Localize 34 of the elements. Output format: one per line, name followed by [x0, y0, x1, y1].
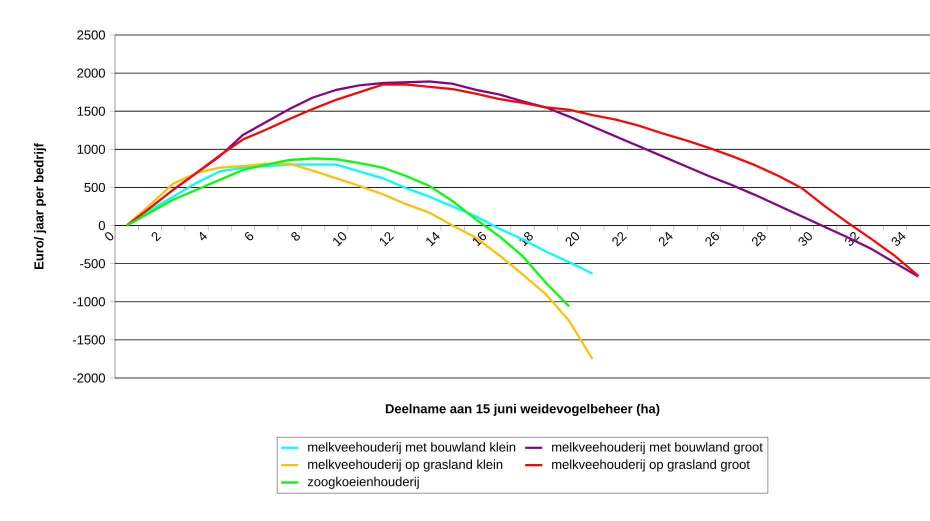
- x-tick-label: 20: [566, 232, 580, 247]
- x-tick-label: 2: [152, 232, 162, 242]
- x-tick-label: 22: [612, 232, 627, 247]
- y-tick-label: -1500: [72, 335, 105, 344]
- y-tick-label: 2500: [77, 30, 105, 40]
- x-tick-label: 4: [200, 232, 207, 240]
- y-tick-label: 1000: [78, 144, 105, 154]
- y-tick-label: -500: [80, 259, 105, 268]
- x-tick-label: 28: [752, 232, 766, 247]
- x-tick-label: 10: [333, 232, 346, 246]
- x-tick-label: 16: [472, 232, 486, 246]
- y-tick-label: 0: [98, 220, 105, 230]
- legend-label: melkveehouderij op grasland groot: [552, 459, 750, 472]
- y-axis-title: Euro/ jaar per bedrijf: [34, 143, 46, 269]
- x-tick-label: 12: [380, 232, 394, 246]
- y-tick-label: 500: [84, 182, 105, 192]
- y-tick-label: -1000: [72, 297, 105, 306]
- legend-label: zoogkoeienhouderij: [308, 476, 419, 489]
- x-tick-label: 30: [798, 232, 812, 246]
- x-tick-label: 6: [245, 232, 254, 240]
- y-tick-label: 1500: [78, 106, 105, 116]
- x-tick-label: 0: [105, 232, 114, 240]
- legend-label: melkveehouderij met bouwland klein: [308, 442, 516, 454]
- x-tick-label: 14: [426, 232, 440, 246]
- legend-label: melkveehouderij met bouwland groot: [552, 442, 763, 454]
- x-tick-label: 8: [291, 232, 300, 241]
- y-tick-label: -2000: [72, 373, 105, 383]
- legend-label: melkveehouderij op grasland klein: [308, 459, 502, 472]
- line-series: [126, 162, 594, 360]
- y-tick-label: 2000: [77, 68, 105, 78]
- x-tick-label: 34: [892, 232, 906, 246]
- x-tick-label: 24: [658, 232, 673, 247]
- x-tick-label: 26: [705, 232, 719, 247]
- x-axis-title: Deelname aan 15 juni weidevogelbeheer (ha): [386, 404, 660, 416]
